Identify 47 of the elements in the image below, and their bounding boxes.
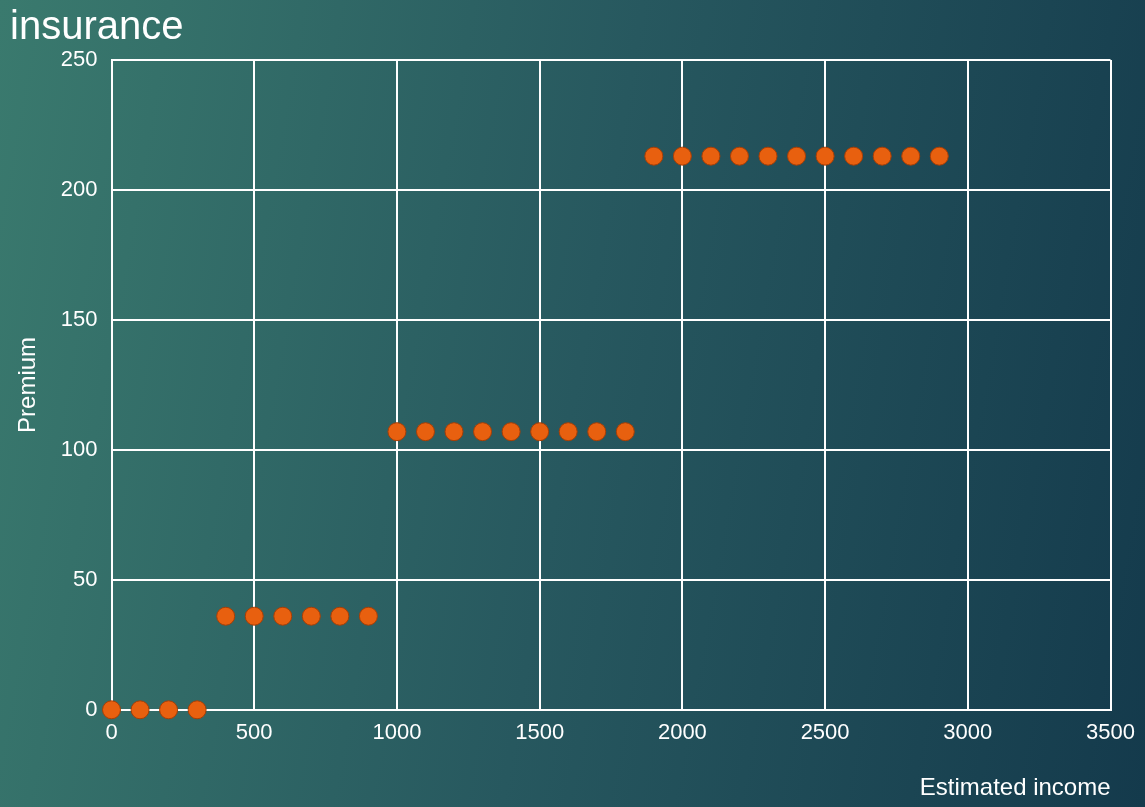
point [501, 422, 521, 442]
x-tick-label: 500 [235, 719, 273, 745]
x-tick-label: 1000 [372, 719, 422, 745]
point [530, 422, 550, 442]
y-tick-label: 200 [60, 176, 98, 202]
point [558, 422, 578, 442]
point [444, 422, 464, 442]
point [844, 146, 864, 166]
x-tick-label: 0 [105, 719, 118, 745]
point [758, 146, 778, 166]
x-axis-title: Estimated income [919, 773, 1111, 801]
y-tick-label: 150 [60, 305, 98, 331]
y-tick-label: 0 [85, 695, 98, 721]
y-tick-label: 100 [60, 435, 98, 461]
point [644, 146, 664, 166]
point [159, 700, 179, 720]
point [358, 606, 378, 626]
x-tick-label: 2000 [657, 719, 707, 745]
point [102, 700, 122, 720]
point [187, 700, 207, 720]
point [701, 146, 721, 166]
y-tick-label: 50 [73, 565, 98, 591]
point [672, 146, 692, 166]
chart-title: insurance [10, 3, 184, 48]
x-tick-label: 1500 [515, 719, 565, 745]
point [787, 146, 807, 166]
point [301, 606, 321, 626]
point [473, 422, 493, 442]
point [273, 606, 293, 626]
point [615, 422, 635, 442]
x-tick-label: 2500 [800, 719, 850, 745]
point [587, 422, 607, 442]
x-tick-label: 3000 [943, 719, 993, 745]
point [872, 146, 892, 166]
point [729, 146, 749, 166]
point [929, 146, 949, 166]
point [815, 146, 835, 166]
point [387, 422, 407, 442]
y-axis-title: Premium [13, 336, 41, 433]
point [415, 422, 435, 442]
y-tick-label: 250 [60, 46, 98, 72]
point [216, 606, 236, 626]
x-tick-label: 3500 [1086, 719, 1136, 745]
point [330, 606, 350, 626]
point [244, 606, 264, 626]
point [901, 146, 921, 166]
point [130, 700, 150, 720]
